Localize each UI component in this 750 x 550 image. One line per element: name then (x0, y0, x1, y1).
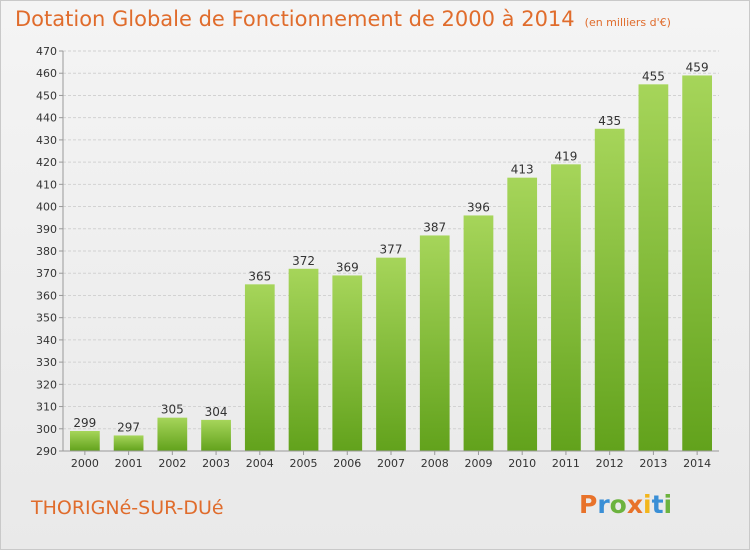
bar-2012 (594, 128, 625, 451)
bar-value-label: 369 (336, 260, 359, 274)
x-tick-label: 2006 (333, 457, 361, 470)
chart-subtitle: (en milliers d'€) (584, 16, 671, 29)
chart-title-text: Dotation Globale de Fonctionnement de 20… (15, 7, 575, 31)
brand-letter: i (663, 490, 673, 519)
y-tick-label: 450 (36, 89, 57, 102)
brand-letter: t (651, 490, 664, 519)
bar-2004 (244, 284, 275, 451)
brand-letter: x (626, 490, 643, 519)
y-tick-label: 390 (36, 223, 57, 236)
brand-letter: r (597, 490, 610, 519)
bar-2001 (113, 435, 144, 451)
place-name: THORIGNé-SUR-DUé (31, 497, 224, 519)
bar-2002 (157, 417, 188, 451)
bar-2009 (463, 215, 494, 451)
y-tick-label: 300 (36, 423, 57, 436)
y-tick-label: 340 (36, 334, 57, 347)
x-tick-label: 2003 (202, 457, 230, 470)
x-tick-label: 2012 (596, 457, 624, 470)
y-tick-label: 470 (36, 45, 57, 58)
bar-2000 (69, 431, 100, 451)
y-tick-label: 430 (36, 134, 57, 147)
bar-value-label: 372 (292, 254, 315, 268)
bar-value-label: 455 (642, 69, 665, 83)
x-tick-label: 2001 (115, 457, 143, 470)
y-tick-label: 290 (36, 445, 57, 458)
x-tick-label: 2009 (464, 457, 492, 470)
bar-2013 (638, 84, 669, 451)
x-tick-label: 2004 (246, 457, 274, 470)
y-tick-label: 380 (36, 245, 57, 258)
y-tick-label: 460 (36, 67, 57, 80)
x-tick-label: 2014 (683, 457, 711, 470)
y-tick-label: 420 (36, 156, 57, 169)
y-tick-label: 400 (36, 201, 57, 214)
y-tick-label: 440 (36, 112, 57, 125)
x-tick-label: 2007 (377, 457, 405, 470)
bar-value-label: 459 (686, 60, 709, 74)
bar-2014 (682, 75, 713, 451)
bar-value-label: 419 (554, 149, 577, 163)
y-tick-label: 320 (36, 378, 57, 391)
x-tick-label: 2010 (508, 457, 536, 470)
y-tick-label: 350 (36, 312, 57, 325)
bar-2006 (332, 275, 363, 451)
bar-value-label: 387 (423, 220, 446, 234)
brand-letter: o (609, 490, 627, 519)
y-tick-label: 410 (36, 178, 57, 191)
y-tick-label: 360 (36, 289, 57, 302)
bar-value-label: 299 (73, 416, 96, 430)
x-tick-label: 2002 (158, 457, 186, 470)
bar-value-label: 305 (161, 403, 184, 417)
bar-2005 (288, 268, 319, 451)
y-tick-label: 370 (36, 267, 57, 280)
brand-letter: i (643, 490, 652, 519)
bar-value-label: 304 (205, 405, 228, 419)
bar-2010 (507, 177, 538, 451)
bars-layer: 299 297 305 304 365 372 369 377 387 396 413 419 435 4… (69, 60, 713, 452)
y-tick-label: 310 (36, 401, 57, 414)
bar-2008 (419, 235, 450, 451)
bar-2011 (551, 164, 581, 452)
bar-value-label: 435 (598, 114, 621, 128)
x-tick-label: 2008 (421, 457, 449, 470)
axis-layer: 290 300 310 320 330 340 350 360 370 380 390 400 410 4… (36, 45, 719, 470)
bar-value-label: 377 (380, 243, 403, 257)
x-tick-label: 2013 (639, 457, 667, 470)
y-tick-label: 330 (36, 356, 57, 369)
brand-letter: P (579, 490, 598, 519)
x-tick-label: 2011 (552, 457, 580, 470)
x-tick-label: 2005 (290, 457, 318, 470)
bar-2007 (376, 257, 406, 451)
bar-value-label: 396 (467, 200, 490, 214)
bar-value-label: 365 (248, 269, 271, 283)
bar-value-label: 297 (117, 420, 140, 434)
bar-value-label: 413 (511, 163, 534, 177)
x-tick-label: 2000 (71, 457, 99, 470)
chart-title: Dotation Globale de Fonctionnement de 20… (15, 7, 671, 31)
bar-2003 (201, 419, 231, 451)
brand-logo: Proxiti (579, 490, 672, 519)
